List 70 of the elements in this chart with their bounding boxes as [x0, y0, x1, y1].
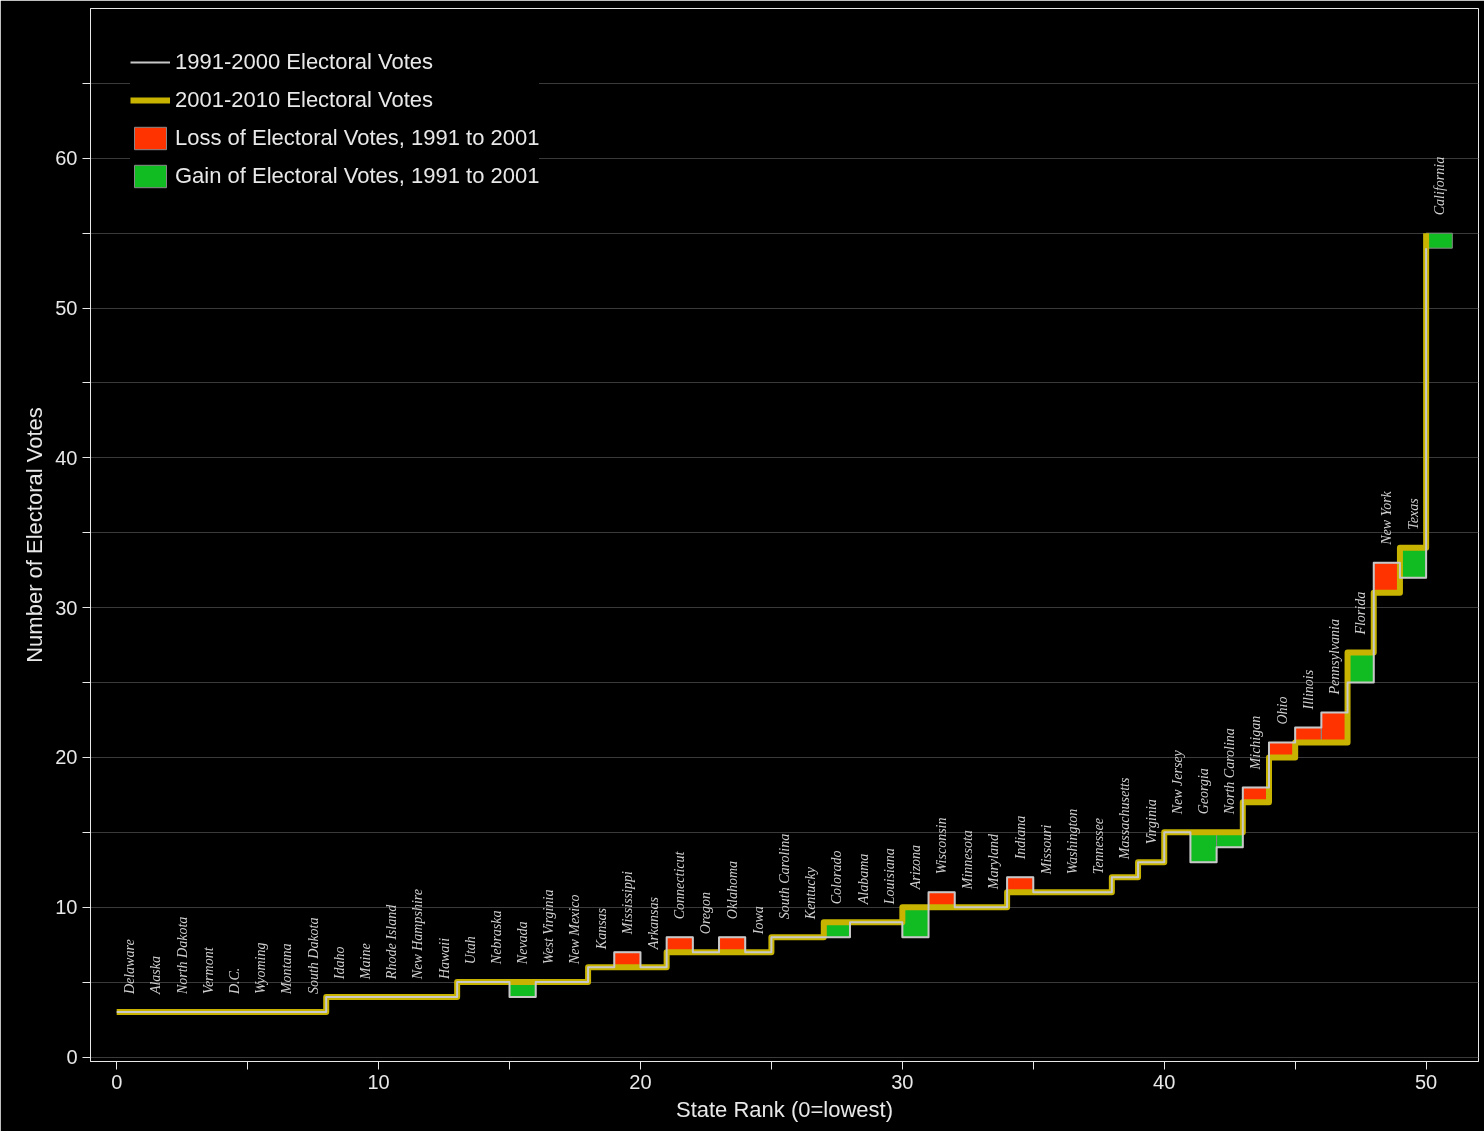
annotation: Kentucky: [803, 866, 819, 921]
annotation: Alabama: [855, 853, 871, 906]
annotation: Minnesota: [960, 830, 976, 891]
annotation: West Virginia: [541, 889, 557, 965]
annotation: Alaska: [148, 955, 164, 996]
y-tick-label: 0: [66, 1046, 78, 1069]
y-tick-label: 10: [55, 896, 78, 919]
y-tick-label: 50: [55, 297, 78, 320]
annotation: Rhode Island: [384, 903, 400, 981]
annotation: Florida: [1353, 591, 1369, 636]
annotation: Vermont: [200, 946, 216, 995]
annotation: North Carolina: [1222, 728, 1238, 816]
annotation: Virginia: [1143, 799, 1159, 845]
annotation: Oregon: [698, 891, 714, 935]
annotation: Ohio: [1274, 696, 1290, 725]
annotation: New Jersey: [1169, 749, 1185, 816]
x-tick-label: 40: [1153, 1070, 1176, 1093]
annotation: Wyoming: [253, 942, 269, 995]
y-tick-label: 20: [55, 746, 78, 769]
annotation: Colorado: [829, 850, 845, 905]
annotation: Delaware: [122, 939, 138, 996]
annotation: New York: [1379, 490, 1395, 546]
legend-label: 2001-2010 Electoral Votes: [175, 87, 434, 113]
annotation: Iowa: [750, 906, 766, 936]
annotation: Illinois: [1300, 669, 1316, 711]
annotation: South Carolina: [777, 833, 792, 920]
x-tick-label: 50: [1415, 1070, 1438, 1093]
annotation: Oklahoma: [724, 860, 740, 920]
annotation: Missouri: [1038, 824, 1054, 876]
legend-label: Gain of Electoral Votes, 1991 to 2001: [175, 163, 540, 189]
annotation: Nebraska: [488, 910, 504, 966]
y-axis-title: Number of Electoral Votes: [22, 407, 48, 663]
annotation: Louisiana: [881, 848, 897, 906]
annotation: Maine: [357, 943, 373, 981]
annotation: Hawaii: [436, 937, 452, 981]
annotation: Mississippi: [619, 871, 635, 936]
annotation: Arkansas: [646, 896, 662, 951]
annotation: Montana: [279, 943, 295, 996]
annotation: Texas: [1405, 497, 1421, 530]
annotation: New Hampshire: [410, 889, 426, 981]
x-tick-label: 20: [629, 1070, 652, 1093]
annotation: Indiana: [1012, 815, 1028, 861]
annotation: Wisconsin: [934, 817, 950, 875]
legend-label: Loss of Electoral Votes, 1991 to 2001: [175, 125, 540, 151]
annotation: Georgia: [1196, 768, 1212, 815]
annotation: Kansas: [593, 907, 609, 951]
annotation: Michigan: [1248, 715, 1264, 771]
annotation: Arizona: [907, 844, 923, 891]
y-tick-label: 60: [55, 147, 78, 170]
annotation: New Mexico: [567, 894, 583, 966]
annotation: South Dakota: [305, 917, 321, 995]
x-tick-label: 30: [891, 1070, 914, 1093]
legend-label: 1991-2000 Electoral Votes: [175, 49, 434, 75]
y-tick-label: 30: [55, 596, 78, 619]
annotation: California: [1431, 156, 1447, 216]
annotation: Pennsylvania: [1326, 619, 1342, 696]
x-tick-label: 0: [111, 1070, 123, 1093]
annotation: Idaho: [331, 946, 347, 981]
annotation: North Dakota: [174, 916, 190, 996]
annotation: Massachusetts: [1117, 777, 1133, 861]
x-axis-title: State Rank (0=lowest): [675, 1096, 894, 1122]
annotation: Nevada: [515, 921, 531, 966]
annotation: Tennessee: [1091, 818, 1107, 875]
annotation: Connecticut: [672, 850, 688, 920]
annotation: Maryland: [986, 833, 1002, 891]
annotation: Utah: [462, 936, 478, 965]
x-tick-label: 10: [367, 1070, 390, 1093]
annotation: Washington: [1065, 808, 1081, 875]
annotation: D.C.: [227, 967, 243, 996]
y-tick-label: 40: [55, 446, 78, 469]
